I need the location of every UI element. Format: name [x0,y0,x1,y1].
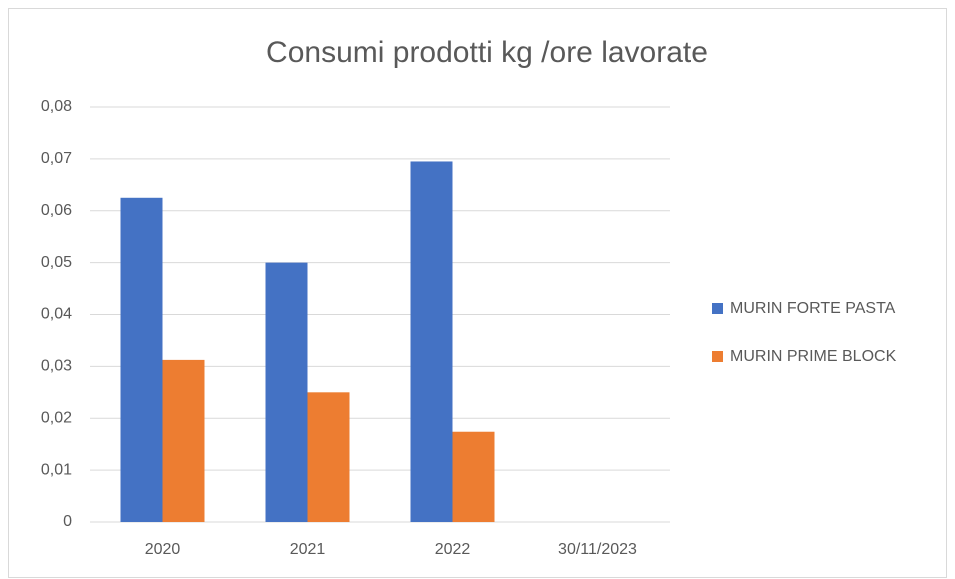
legend-label: MURIN PRIME BLOCK [730,348,897,365]
bar [410,161,453,522]
bar [307,392,350,522]
x-tick-label: 2021 [290,541,326,558]
legend-swatch [712,351,723,362]
legend-label: MURIN FORTE PASTA [730,300,896,317]
chart-title: Consumi prodotti kg /ore lavorate [266,36,708,69]
bar [265,262,308,522]
bar [120,197,163,522]
y-tick-label: 0,01 [41,461,72,478]
y-tick-label: 0,03 [41,358,72,375]
legend-swatch [712,303,723,314]
y-tick-label: 0,08 [41,98,72,115]
y-tick-label: 0,05 [41,254,72,271]
x-tick-label: 2020 [145,541,181,558]
x-tick-label: 2022 [435,541,471,558]
y-tick-label: 0,07 [41,150,72,167]
x-tick-label: 30/11/2023 [558,541,637,558]
y-tick-label: 0 [63,513,72,530]
y-tick-label: 0,04 [41,306,72,323]
bar [452,431,495,522]
y-tick-label: 0,06 [41,202,72,219]
y-tick-label: 0,02 [41,409,72,426]
bar [162,359,205,522]
